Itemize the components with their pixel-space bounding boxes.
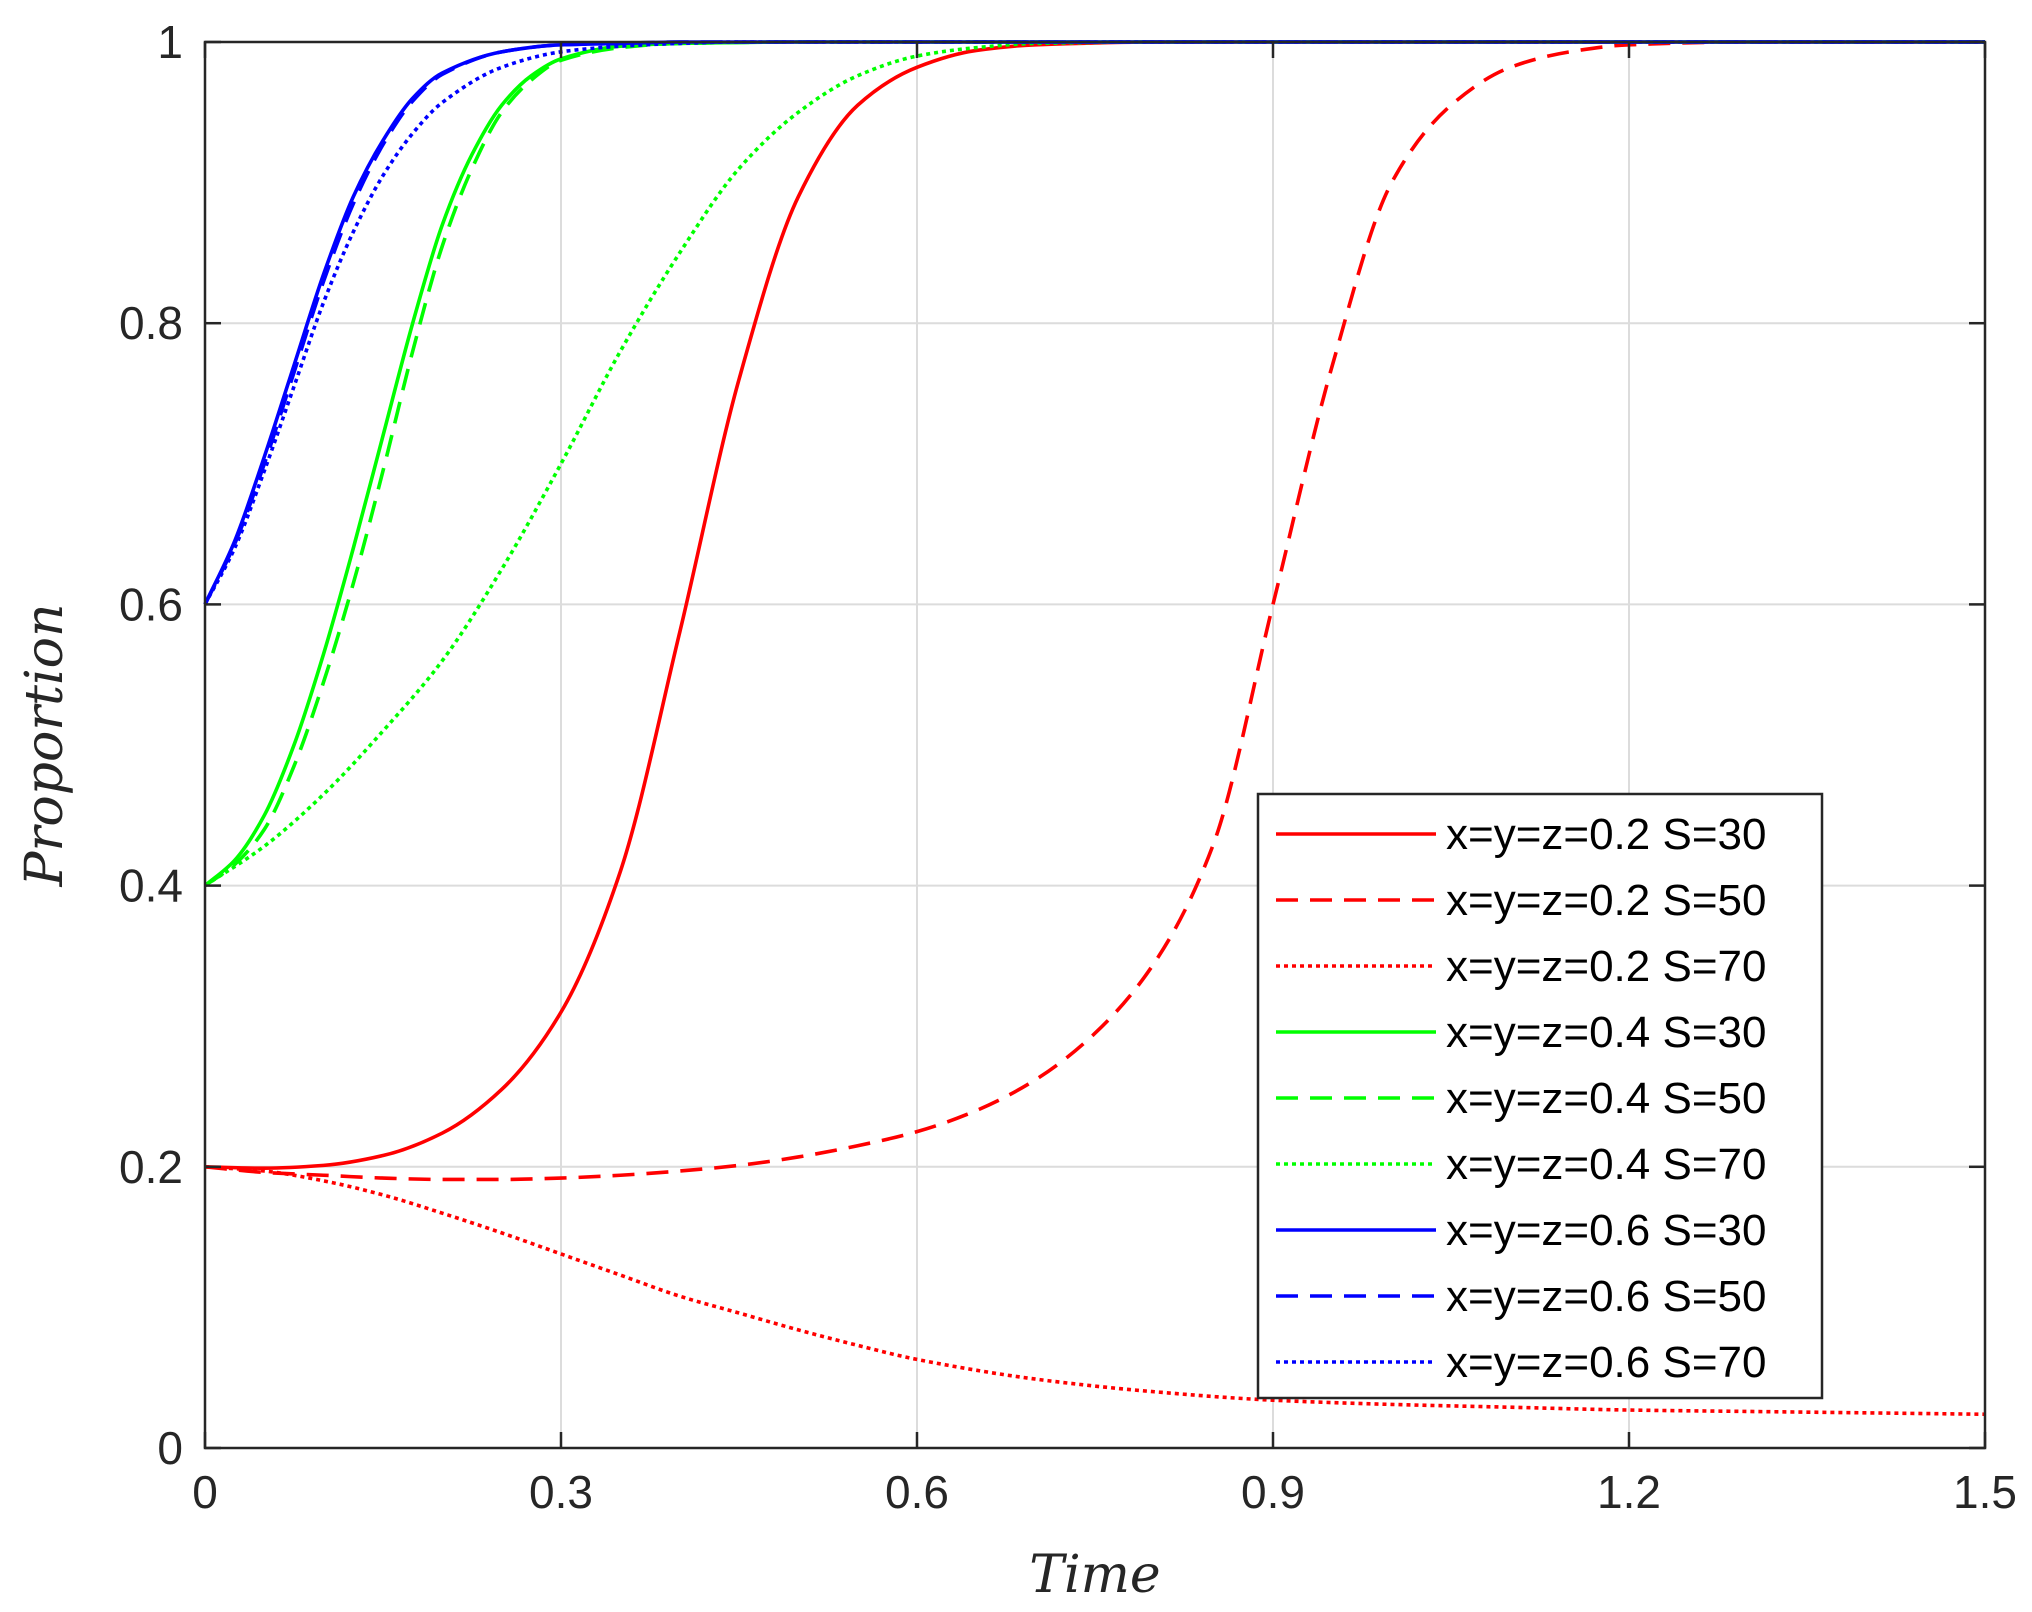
x-axis-label: Time — [1029, 1545, 1160, 1605]
legend-label: x=y=z=0.6 S=50 — [1446, 1272, 1766, 1321]
legend-label: x=y=z=0.2 S=30 — [1446, 810, 1766, 859]
x-tick-label: 1.5 — [1953, 1466, 2017, 1518]
legend-label: x=y=z=0.4 S=70 — [1446, 1140, 1766, 1189]
y-tick-label: 0.6 — [119, 578, 183, 630]
legend-label: x=y=z=0.2 S=50 — [1446, 876, 1766, 925]
legend-label: x=y=z=0.2 S=70 — [1446, 942, 1766, 991]
x-tick-label: 1.2 — [1597, 1466, 1661, 1518]
y-tick-label: 1 — [157, 16, 183, 68]
x-tick-label: 0 — [192, 1466, 218, 1518]
y-axis-label: Proportion — [15, 604, 75, 888]
tick-labels: 0 0.3 0.6 0.9 1.2 1.5 0 0.2 0.4 0.6 0.8 1 — [119, 16, 2017, 1518]
legend-label: x=y=z=0.6 S=70 — [1446, 1338, 1766, 1387]
plot-frame — [203, 40, 1987, 1450]
x-tick-label: 0.6 — [885, 1466, 949, 1518]
legend: x=y=z=0.2 S=30 x=y=z=0.2 S=50 x=y=z=0.2 S=… — [1256, 792, 1824, 1400]
series-line-7 — [203, 40, 1985, 606]
axis-ticks — [203, 40, 1987, 1450]
series-line-1 — [204, 40, 1985, 1182]
legend-label: x=y=z=0.4 S=50 — [1446, 1074, 1766, 1123]
legend-label: x=y=z=0.6 S=30 — [1446, 1206, 1766, 1255]
x-tick-label: 0.9 — [1241, 1466, 1305, 1518]
series-line-2 — [204, 1165, 1986, 1417]
y-tick-label: 0 — [157, 1422, 183, 1474]
y-tick-label: 0.2 — [119, 1141, 183, 1193]
y-tick-label: 0.8 — [119, 297, 183, 349]
series-line-5 — [204, 40, 1985, 888]
y-tick-label: 0.4 — [119, 860, 183, 912]
legend-label: x=y=z=0.4 S=30 — [1446, 1008, 1766, 1057]
x-tick-label: 0.3 — [529, 1466, 593, 1518]
